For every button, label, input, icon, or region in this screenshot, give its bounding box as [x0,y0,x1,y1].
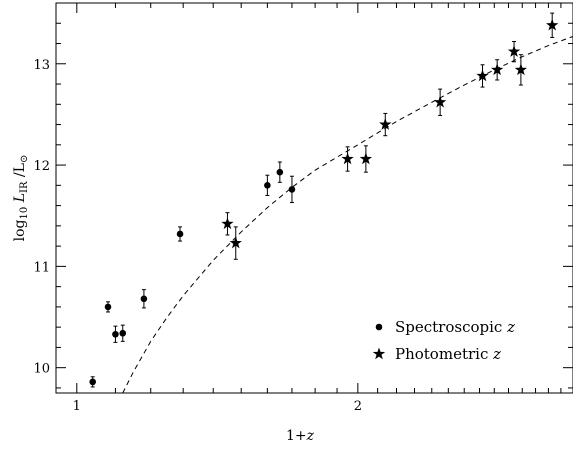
photometric-point [379,118,392,130]
y-axis-sun: ⊙ [19,155,30,163]
spectroscopic-point [176,230,184,238]
axis-ticks [56,2,573,393]
photometric-point [341,152,354,165]
x-axis-prefix: 1+ [286,428,307,444]
legend-photometric: Photometric z [395,345,501,363]
spectroscopic-point [112,330,119,338]
plot-frame [55,2,573,394]
spectroscopic-point [140,295,148,303]
spectroscopic-point [276,168,284,176]
legend: Spectroscopic z Photometric z [372,318,515,363]
spectroscopic-point [288,186,296,193]
spectroscopic-point [104,303,112,311]
x-axis-label: 1+z [286,428,315,444]
legend-photometric-label: Photometric [395,345,488,363]
x-tick-label: 1 [73,399,81,414]
photometric-point [359,152,373,165]
spectroscopic-point [264,182,271,189]
dashed-model-curve [122,35,573,394]
legend-spectroscopic: Spectroscopic z [395,318,515,336]
y-tick-label: 13 [33,58,50,73]
y-axis-L: L [12,193,28,203]
photometric-point [433,95,447,108]
photometric-point [507,45,521,57]
legend-photometric-z: z [492,345,501,363]
y-axis-sub10: 10 [19,207,30,220]
photometric-point [476,69,489,82]
photometric-point [221,217,234,230]
x-axis-var: z [306,428,315,444]
photometric-point [546,18,559,31]
photometric-point [229,236,242,249]
y-tick-label: 10 [33,362,50,377]
y-tick-label: 11 [33,260,50,275]
spectroscopic-point [119,329,127,337]
data-marks [89,12,559,388]
legend-spectroscopic-z: z [506,318,515,336]
legend-star-marker [372,347,386,360]
y-axis-slash: /L [12,163,28,177]
x-tick-label: 2 [354,399,362,414]
photometric-point [514,63,528,76]
spectroscopic-point [89,378,97,386]
y-tick-label: 12 [33,159,50,174]
legend-circle-marker [375,323,383,331]
y-axis-label: log10 LIR /L⊙ [12,155,30,242]
y-axis-sub-ir: IR [19,181,30,193]
y-axis-log: log [12,219,28,241]
photometric-point [490,63,504,76]
legend-spectroscopic-label: Spectroscopic [395,318,502,336]
